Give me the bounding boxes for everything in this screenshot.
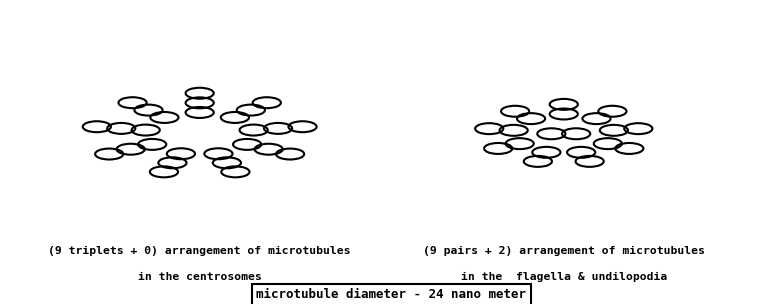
Text: in the  flagella & undilopodia: in the flagella & undilopodia [460, 272, 667, 282]
Text: (9 pairs + 2) arrangement of microtubules: (9 pairs + 2) arrangement of microtubule… [423, 246, 705, 256]
Text: microtubule diameter - 24 nano meter: microtubule diameter - 24 nano meter [257, 288, 526, 301]
Text: in the centrosomes: in the centrosomes [138, 272, 262, 282]
Text: (9 triplets + 0) arrangement of microtubules: (9 triplets + 0) arrangement of microtub… [49, 246, 351, 256]
